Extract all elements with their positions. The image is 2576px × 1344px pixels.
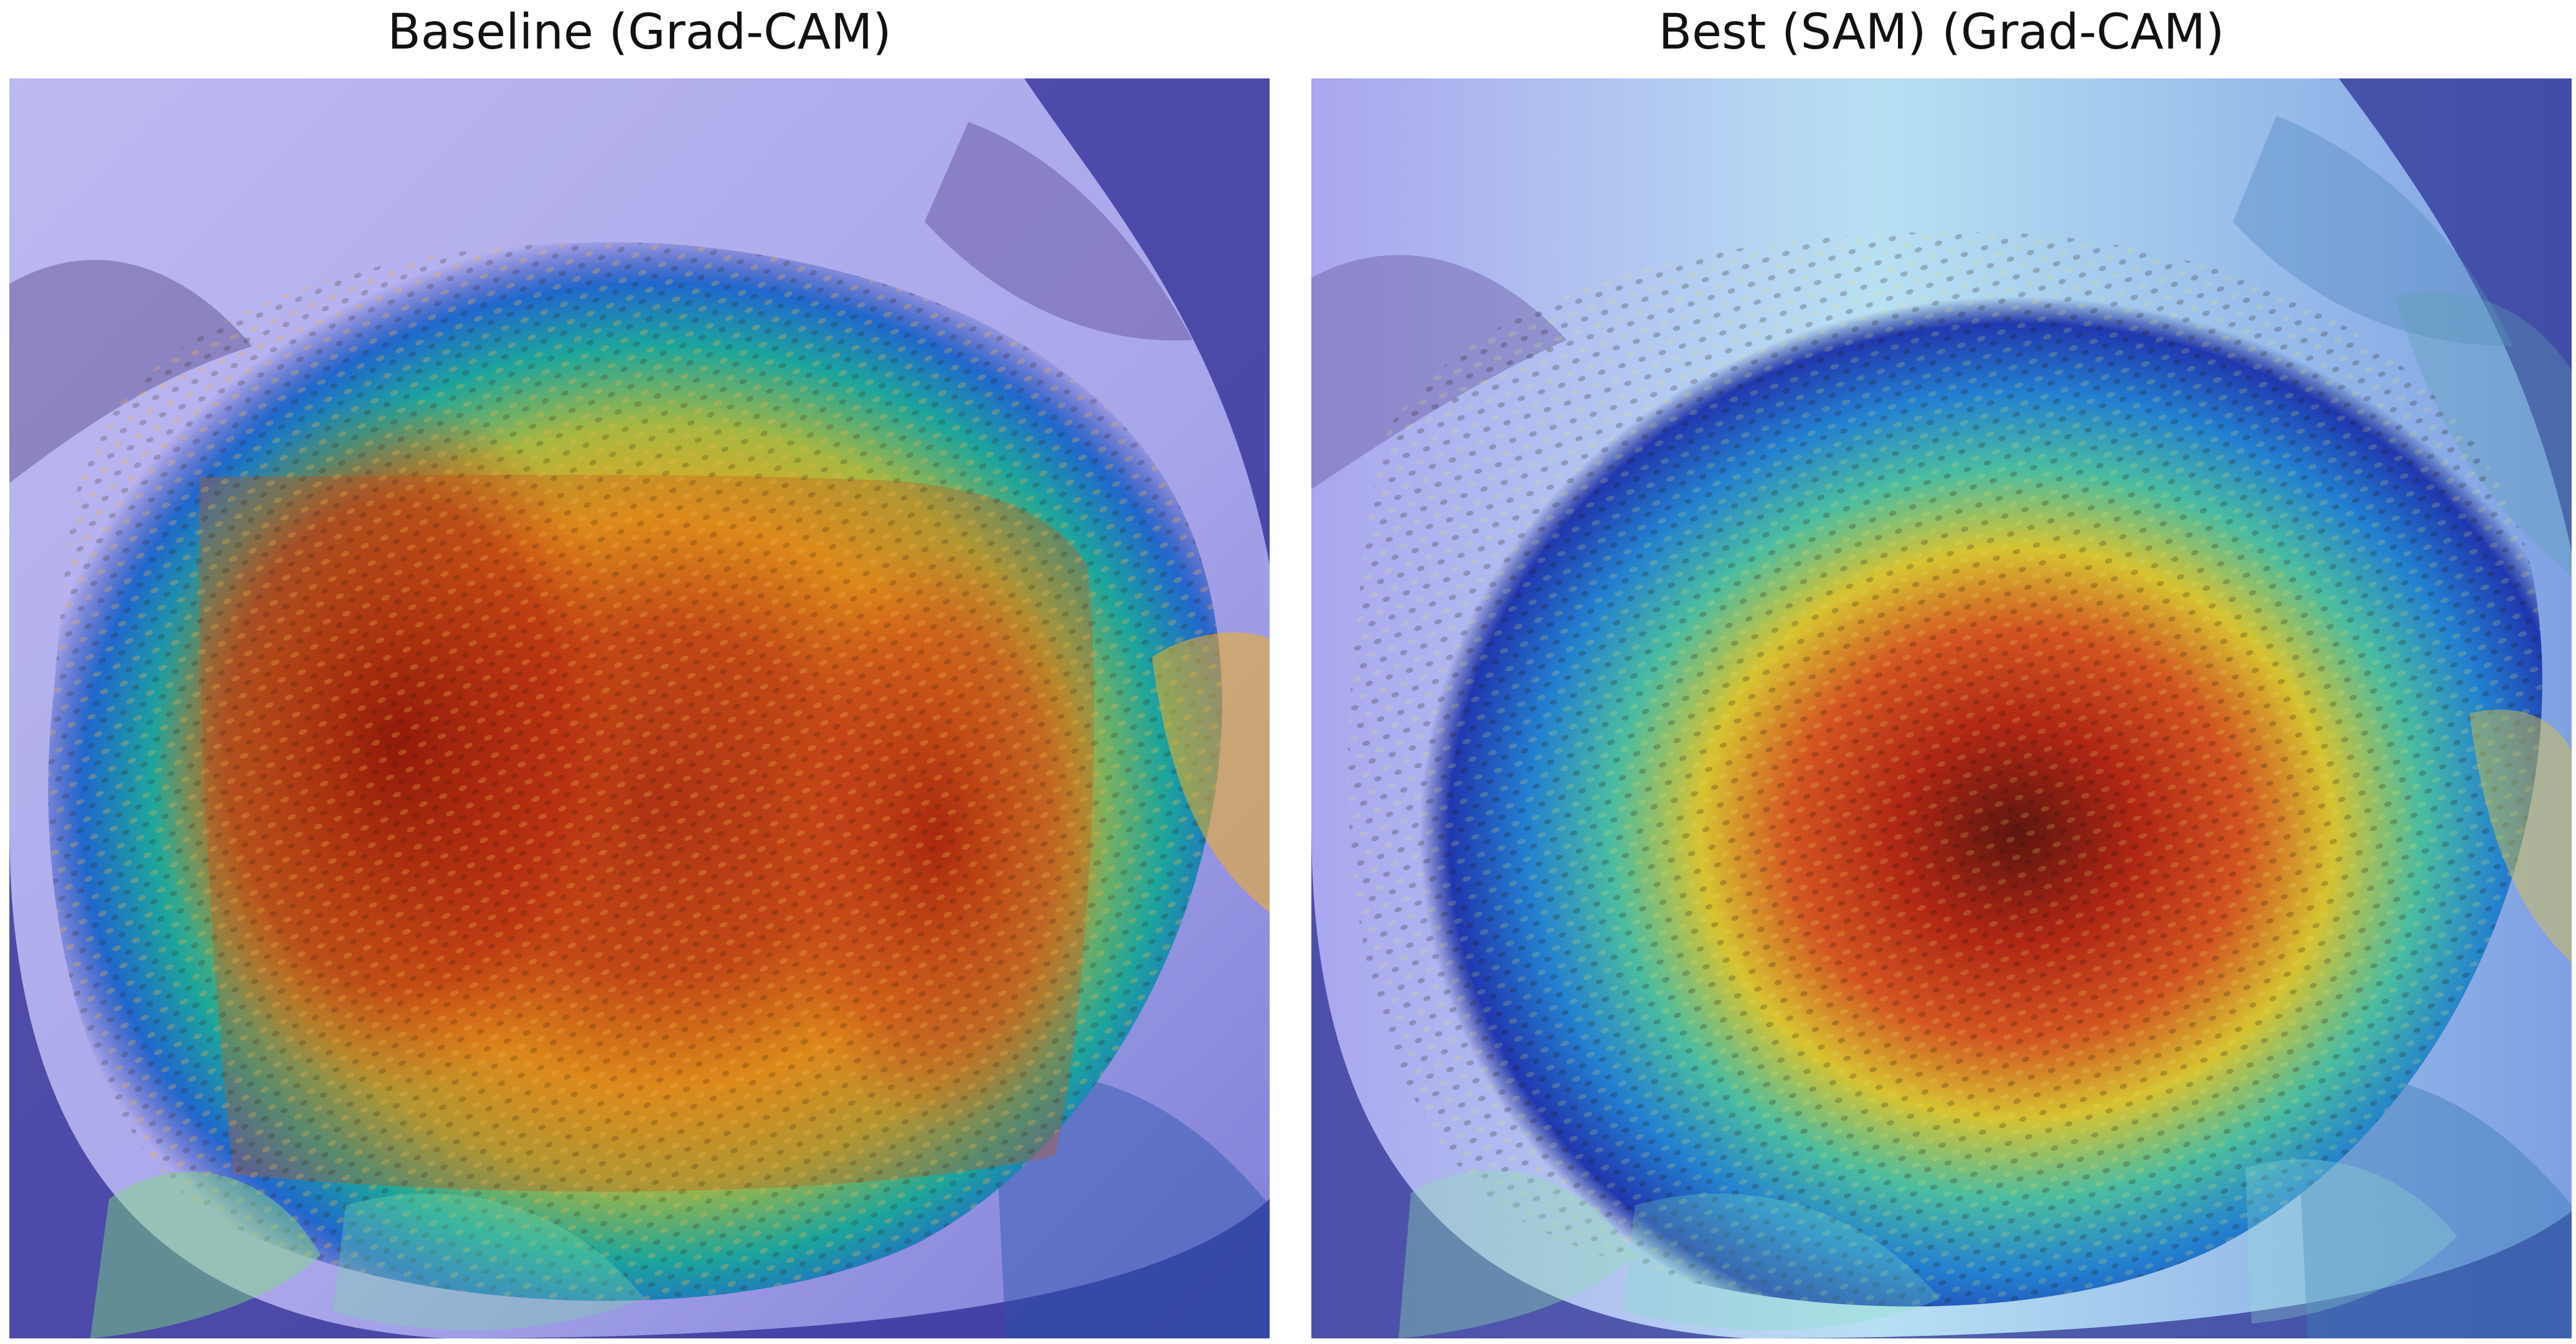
sam-panel: Best (SAM) (Grad-CAM)	[1311, 0, 2572, 1344]
baseline-gradcam-image	[9, 78, 1270, 1338]
sam-gradcam-image	[1311, 78, 2572, 1338]
sam-gradcam-svg	[1311, 78, 2572, 1338]
baseline-panel: Baseline (Grad-CAM)	[9, 0, 1270, 1344]
baseline-gradcam-svg	[9, 78, 1270, 1338]
baseline-panel-title: Baseline (Grad-CAM)	[387, 4, 892, 60]
sam-panel-title: Best (SAM) (Grad-CAM)	[1658, 4, 2225, 60]
